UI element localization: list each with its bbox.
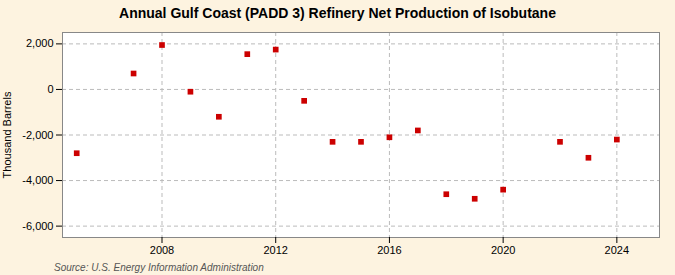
svg-text:2016: 2016 — [377, 244, 401, 256]
svg-text:2008: 2008 — [150, 244, 174, 256]
svg-text:-2,000: -2,000 — [22, 129, 53, 141]
svg-text:2024: 2024 — [605, 244, 629, 256]
svg-text:Thousand Barrels: Thousand Barrels — [1, 91, 13, 178]
svg-text:2,000: 2,000 — [26, 37, 54, 49]
svg-text:2020: 2020 — [491, 244, 515, 256]
svg-text:2012: 2012 — [263, 244, 287, 256]
svg-text:0: 0 — [47, 83, 53, 95]
html-text:Annual Gulf Coast (PADD 3) Ref: Annual Gulf Coast (PADD 3) Refinery Net … — [119, 5, 556, 21]
svg-text:-4,000: -4,000 — [22, 174, 53, 186]
svg-text:-6,000: -6,000 — [22, 220, 53, 232]
html-text:Source: U.S. Energy Informatio: Source: U.S. Energy Information Administ… — [54, 262, 264, 273]
